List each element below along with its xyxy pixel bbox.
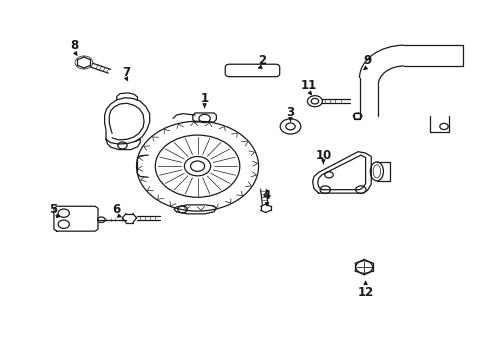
Ellipse shape <box>369 162 383 181</box>
Circle shape <box>353 113 361 119</box>
Circle shape <box>355 261 372 273</box>
Circle shape <box>307 96 322 107</box>
Text: 4: 4 <box>263 189 271 202</box>
Text: 10: 10 <box>315 149 331 162</box>
Text: 5: 5 <box>49 203 57 216</box>
Text: 11: 11 <box>301 80 317 93</box>
Circle shape <box>280 119 300 134</box>
Circle shape <box>184 157 210 176</box>
Text: 2: 2 <box>258 54 266 67</box>
Text: 9: 9 <box>363 54 371 67</box>
Text: 12: 12 <box>357 286 373 299</box>
Circle shape <box>98 217 105 222</box>
Circle shape <box>439 123 447 130</box>
Text: 3: 3 <box>286 106 294 119</box>
Text: 8: 8 <box>70 39 79 53</box>
Text: 1: 1 <box>200 92 208 105</box>
Text: 6: 6 <box>112 203 121 216</box>
FancyBboxPatch shape <box>225 64 279 77</box>
Text: 7: 7 <box>122 66 130 79</box>
